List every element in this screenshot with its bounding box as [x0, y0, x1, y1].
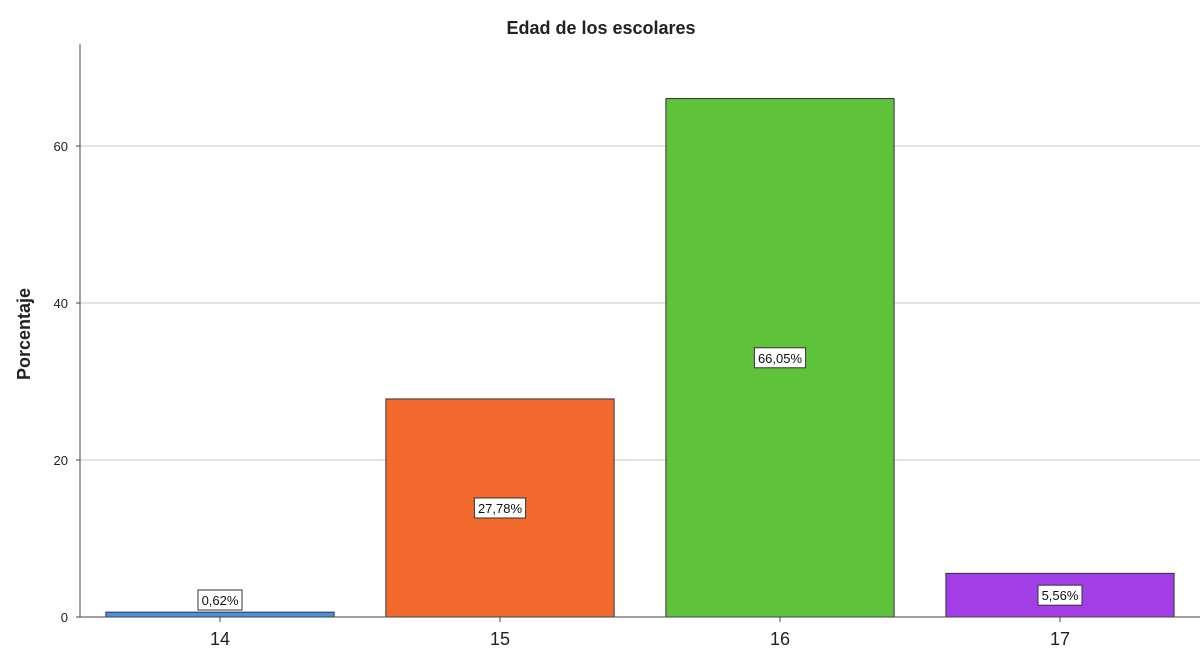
- x-tick-labels: 14 15 16 17: [210, 617, 1070, 649]
- data-label-box: [473, 497, 527, 519]
- data-label: 66,05%: [758, 351, 803, 366]
- gridlines: [80, 145, 1200, 461]
- x-tick-label: 17: [1050, 629, 1070, 649]
- data-label: 0,62%: [202, 593, 239, 608]
- data-label-box: [753, 347, 807, 369]
- x-tick-label: 15: [490, 629, 510, 649]
- bar: [105, 611, 335, 618]
- y-tick-label: 0: [61, 610, 68, 625]
- data-label-box: [197, 589, 243, 611]
- y-axis-label: Porcentaje: [14, 288, 34, 380]
- axes: [79, 44, 1200, 618]
- x-tick-label: 16: [770, 629, 790, 649]
- y-tick-label: 40: [54, 296, 68, 311]
- data-labels: 0,62% 27,78% 66,05% 5,56%: [197, 347, 1083, 611]
- data-label: 27,78%: [478, 501, 523, 516]
- x-tick-label: 14: [210, 629, 230, 649]
- y-tick-labels: 0 20 40 60: [54, 139, 80, 625]
- chart-title: Edad de los escolares: [506, 18, 695, 38]
- y-tick-label: 20: [54, 453, 68, 468]
- data-label-box: [1037, 584, 1083, 606]
- data-label: 5,56%: [1042, 588, 1079, 603]
- y-tick-label: 60: [54, 139, 68, 154]
- bars: [105, 98, 1175, 618]
